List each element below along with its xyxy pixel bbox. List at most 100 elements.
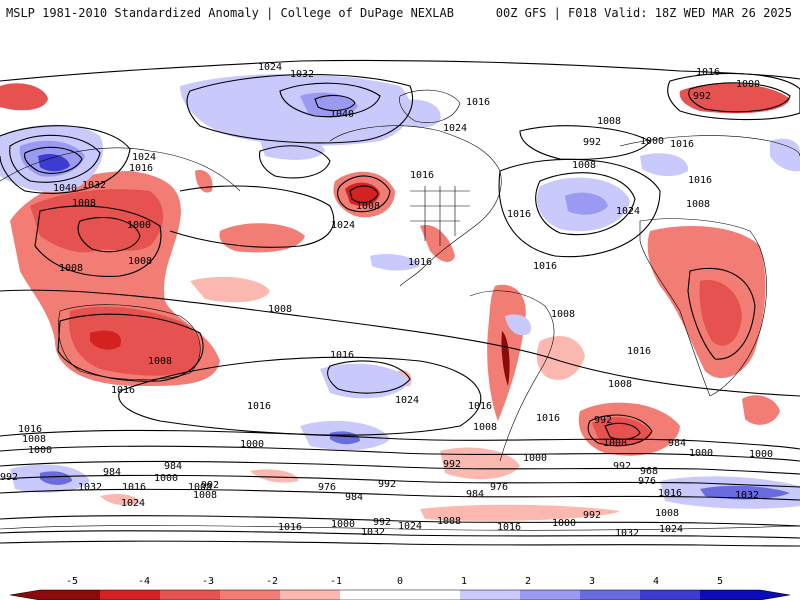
isobar-label: 1008 bbox=[473, 422, 497, 433]
isobar-label: 1032 bbox=[78, 482, 102, 493]
isobar-label: 1000 bbox=[640, 136, 664, 147]
isobar-1016-pacific bbox=[169, 185, 335, 248]
anomaly-map: 1024 1032 1016 1000 992 1040 1016 1024 1… bbox=[0, 41, 800, 558]
isobar-1016-antarctic bbox=[0, 515, 800, 527]
isobar-label: 976 bbox=[638, 476, 656, 487]
isobar-label: 1008 bbox=[655, 508, 679, 519]
isobar-label: 1016 bbox=[410, 170, 434, 181]
isobar-label: 1032 bbox=[290, 69, 314, 80]
anomaly-small-3 bbox=[100, 493, 140, 506]
anomaly-far-east-right bbox=[770, 138, 800, 172]
isobar-label: 1024 bbox=[132, 152, 156, 163]
isobar-label: 992 bbox=[443, 459, 461, 470]
isobar-label: 1016 bbox=[670, 139, 694, 150]
isobar-label: 1008 bbox=[193, 490, 217, 501]
anomaly-asia-core bbox=[30, 189, 164, 253]
colorbar-swatch bbox=[280, 590, 341, 600]
colorbar-max-arrow bbox=[760, 590, 790, 600]
anomaly-antarctic-east-core bbox=[700, 485, 790, 500]
coast-australia bbox=[58, 304, 201, 380]
isobar-label: 1000 bbox=[28, 445, 52, 456]
isobar-label: 1008 bbox=[603, 438, 627, 449]
isobar-label: 1016 bbox=[466, 97, 490, 108]
anomaly-caribbean bbox=[370, 254, 420, 271]
isobar-label: 1024 bbox=[659, 524, 683, 535]
isobar-label: 1016 bbox=[408, 257, 432, 268]
isobar-label: 1016 bbox=[330, 350, 354, 361]
us-states-grid bbox=[410, 186, 470, 246]
isobar-1024-natl bbox=[535, 172, 636, 236]
isobar-label: 1008 bbox=[608, 379, 632, 390]
anomaly-npac-patch bbox=[219, 223, 305, 253]
isobar-1016-north bbox=[0, 59, 800, 82]
isobar-label: 1008 bbox=[572, 160, 596, 171]
isobar-label: 992 bbox=[693, 91, 711, 102]
colorbar-swatch bbox=[460, 590, 521, 600]
isobar-label: 1008 bbox=[268, 304, 292, 315]
colorbar-swatch bbox=[340, 590, 401, 600]
isobar-label: 1008 bbox=[148, 356, 172, 367]
anomaly-andes-deep bbox=[501, 331, 510, 386]
colorbar-swatch bbox=[700, 590, 761, 600]
anomaly-antarctic-strip bbox=[420, 504, 620, 521]
coast-greenland bbox=[399, 89, 461, 123]
isobar-label: 1008 bbox=[188, 482, 212, 493]
isobar-1008-africa bbox=[687, 267, 756, 360]
isobar-label: 992 bbox=[378, 479, 396, 490]
isobar-label: 992 bbox=[583, 137, 601, 148]
isobar-1016-spac bbox=[118, 356, 482, 436]
isobar-label: 1008 bbox=[437, 516, 461, 527]
colorbar-tick: 0 bbox=[397, 576, 403, 587]
isobar-992-south bbox=[0, 461, 800, 475]
isobar-1032-siberia bbox=[9, 134, 101, 183]
anomaly-s-america-east bbox=[505, 314, 531, 336]
anomaly-small-4 bbox=[250, 469, 299, 483]
isobar-992-nrussia bbox=[688, 82, 791, 113]
isobar-992-wcoast bbox=[349, 185, 379, 203]
isobar-1008-wcoast bbox=[337, 175, 391, 213]
colorbar-min-arrow bbox=[10, 590, 40, 600]
isobar-label: 1016 bbox=[627, 346, 651, 357]
isobar-label: 992 bbox=[201, 480, 219, 491]
isobar-label: 1008 bbox=[128, 256, 152, 267]
isobar-1000-asia bbox=[77, 217, 141, 253]
isobar-label: 1016 bbox=[468, 401, 492, 412]
isobar-label: 1016 bbox=[533, 261, 557, 272]
anomaly-alaska bbox=[260, 135, 325, 160]
anomaly-s-indian-core bbox=[40, 471, 72, 485]
anomaly-australia-deep bbox=[90, 330, 121, 350]
coast-antarctica bbox=[0, 525, 800, 531]
isobar-label: 1000 bbox=[523, 453, 547, 464]
isobar-1000-south bbox=[0, 445, 800, 462]
colorbar: -5 -4 -3 -2 -1 0 1 2 3 4 5 bbox=[9, 576, 791, 600]
isobar-label: 1008 bbox=[72, 198, 96, 209]
isobar-label: 1016 bbox=[18, 424, 42, 435]
isobar-1008-south bbox=[0, 429, 800, 450]
anomaly-natl-core bbox=[565, 192, 608, 215]
isobar-label: 1024 bbox=[258, 62, 282, 73]
colorbar-swatch bbox=[40, 590, 101, 600]
isobar-1032-antarctic bbox=[0, 540, 800, 547]
isobar-label: 1032 bbox=[615, 528, 639, 539]
colorbar-ticks-group: -5 -4 -3 -2 -1 0 1 2 3 4 5 bbox=[66, 576, 723, 587]
isobar-label: 984 bbox=[103, 467, 121, 478]
colorbar-swatch bbox=[400, 590, 461, 600]
isobar-label: 1016 bbox=[247, 401, 271, 412]
colorbar-swatch bbox=[580, 590, 641, 600]
isobar-label: 968 bbox=[640, 466, 658, 477]
anomaly-np-low-left bbox=[0, 83, 48, 111]
isobar-label: 1000 bbox=[240, 439, 264, 450]
isobars bbox=[0, 59, 800, 547]
isobar-label: 984 bbox=[668, 438, 686, 449]
colorbar-tick: -3 bbox=[202, 576, 214, 587]
anomaly-npac-high bbox=[180, 73, 411, 146]
continent-outlines bbox=[0, 89, 800, 531]
isobar-label: 1016 bbox=[507, 209, 531, 220]
colorbar-tick: -1 bbox=[330, 576, 342, 587]
isobar-992-satl bbox=[587, 414, 653, 447]
isobar-label: 1016 bbox=[122, 482, 146, 493]
colorbar-tick: 3 bbox=[589, 576, 595, 587]
isobar-label: 984 bbox=[345, 492, 363, 503]
isobar-label: 1040 bbox=[330, 109, 354, 120]
colorbar-swatches bbox=[9, 589, 791, 600]
